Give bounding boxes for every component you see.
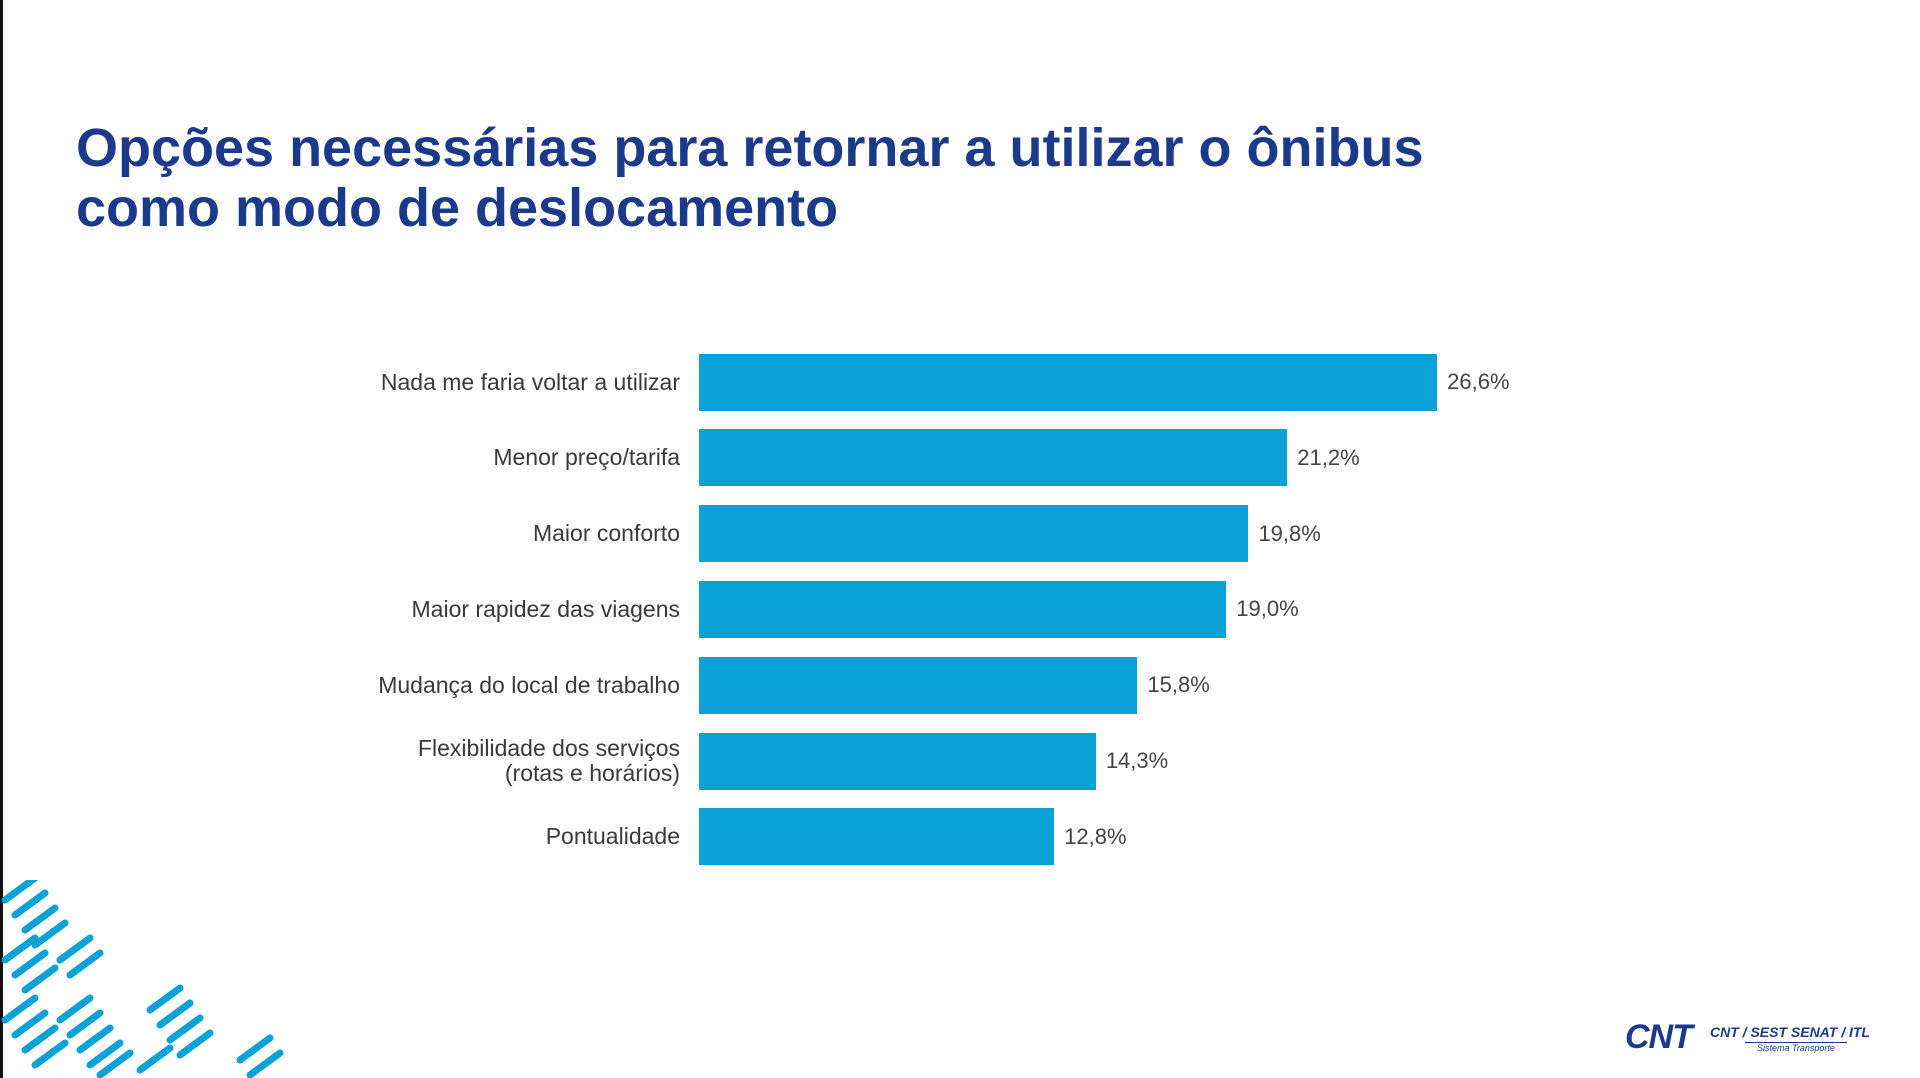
bar (699, 808, 1055, 866)
category-label: Menor preço/tarifa (493, 444, 680, 471)
value-label: 12,8% (1064, 823, 1127, 849)
value-label: 21,2% (1297, 444, 1360, 470)
bar (699, 656, 1138, 714)
bar (699, 732, 1096, 790)
chart-title: Opções necessárias para retornar a utili… (76, 118, 1424, 238)
category-label: Nada me faria voltar a utilizar (380, 368, 680, 395)
logo-text: CNT / SEST SENAT / ITL (1710, 1024, 1870, 1040)
edge (0, 0, 3, 1078)
value-label: 19,8% (1258, 520, 1321, 546)
bar (699, 353, 1438, 411)
value-label: 14,3% (1105, 748, 1169, 773)
bar (699, 429, 1288, 487)
value-label: 26,6% (1447, 369, 1510, 394)
category-label: Maior conforto (532, 520, 680, 547)
decoration (1, 880, 284, 1078)
category-label: Pontualidade (545, 823, 680, 850)
category-label: Mudança do local de trabalho (378, 671, 680, 698)
value-label: 19,0% (1236, 596, 1299, 622)
value-label: 15,8% (1147, 672, 1210, 698)
category-label: Maior rapidez das viagens (411, 595, 680, 622)
bar (699, 505, 1249, 563)
logo-subtext: Sistema Transporte (1745, 1042, 1847, 1053)
logo-mark: CNT (1625, 1018, 1693, 1056)
bar (699, 580, 1227, 638)
category-label: Flexibilidade dos serviços (rotas e horá… (417, 735, 680, 786)
